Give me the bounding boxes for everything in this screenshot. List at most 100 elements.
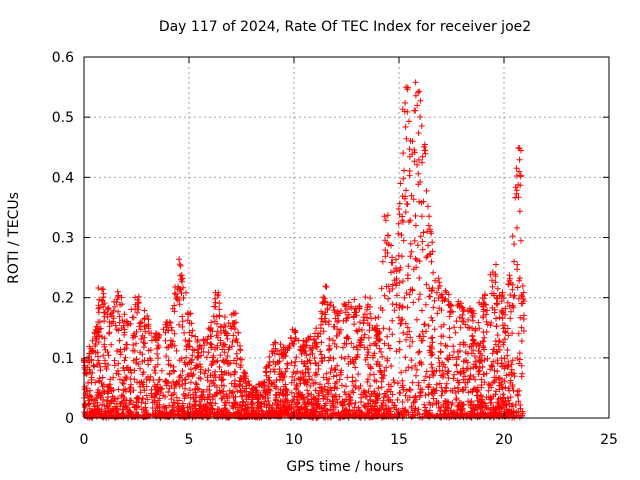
data-point (312, 369, 319, 376)
data-point (503, 402, 510, 409)
data-point (122, 386, 129, 393)
data-point (125, 367, 132, 373)
data-point (96, 375, 103, 382)
data-point (466, 305, 473, 312)
data-point (200, 391, 207, 398)
data-point (494, 285, 501, 292)
data-point (318, 339, 325, 346)
data-point (425, 384, 432, 391)
data-point (264, 390, 271, 397)
data-point (188, 320, 195, 327)
data-point (324, 305, 331, 312)
data-point (406, 146, 413, 153)
data-point (412, 393, 419, 400)
data-point (116, 313, 123, 320)
data-point (448, 401, 455, 408)
data-point (327, 406, 334, 413)
data-point (494, 332, 501, 338)
data-point (180, 295, 187, 301)
data-point (504, 352, 511, 359)
data-point (165, 389, 172, 395)
data-point (143, 407, 150, 414)
data-point (385, 295, 392, 302)
data-point (382, 247, 389, 254)
data-point (424, 203, 431, 210)
data-point (320, 294, 327, 301)
data-point (436, 279, 443, 286)
data-point (425, 391, 432, 398)
data-point (236, 410, 243, 417)
data-point (186, 401, 193, 407)
data-point (399, 316, 406, 323)
data-point (292, 335, 299, 342)
data-point (376, 345, 383, 352)
data-point (277, 398, 284, 405)
data-point (435, 275, 442, 282)
data-point (396, 267, 403, 273)
data-point (518, 147, 524, 154)
data-point (509, 330, 516, 337)
data-point (367, 342, 373, 349)
data-point (408, 414, 415, 420)
data-point (265, 398, 272, 405)
data-point (176, 374, 183, 380)
data-point (381, 340, 388, 347)
data-point (510, 408, 517, 415)
data-point (99, 401, 106, 408)
data-point (385, 342, 392, 349)
data-point (433, 381, 440, 388)
data-point (111, 303, 118, 310)
data-point (240, 399, 247, 406)
data-point (206, 391, 213, 398)
data-point (330, 304, 337, 310)
data-point (145, 325, 152, 332)
data-point (352, 364, 359, 371)
data-point (423, 254, 430, 261)
data-point (480, 306, 487, 313)
data-point (290, 369, 297, 376)
data-point (509, 233, 516, 240)
data-point (416, 258, 423, 265)
data-point (193, 407, 200, 414)
data-point (321, 354, 328, 361)
data-point (192, 365, 198, 372)
data-point (362, 356, 369, 363)
data-point (141, 315, 148, 322)
data-point (378, 349, 384, 355)
data-point (490, 346, 497, 353)
data-point (421, 407, 428, 414)
data-point (429, 317, 436, 324)
data-point (394, 292, 400, 299)
data-point (402, 209, 409, 216)
data-point (481, 346, 488, 353)
data-point (306, 373, 313, 380)
data-point (207, 340, 214, 347)
data-point (519, 293, 526, 300)
data-point (186, 359, 193, 366)
data-point (278, 406, 285, 413)
data-point (270, 412, 277, 419)
data-point (106, 381, 113, 388)
data-point (444, 405, 451, 412)
data-point (299, 409, 306, 416)
data-point (391, 307, 398, 314)
data-point (358, 399, 364, 405)
data-point (493, 411, 500, 418)
data-point (422, 147, 429, 154)
data-point (272, 396, 279, 403)
data-point (360, 391, 367, 398)
data-point (306, 357, 313, 364)
data-point (475, 371, 482, 378)
data-point (442, 287, 449, 294)
data-point (134, 412, 141, 418)
data-point (516, 350, 523, 357)
data-point (171, 302, 178, 309)
data-point (325, 321, 332, 328)
data-point (410, 299, 417, 306)
data-point (148, 337, 155, 344)
data-point (318, 321, 324, 328)
data-point (509, 286, 516, 293)
data-point (224, 360, 231, 367)
data-point (95, 285, 102, 291)
data-point (489, 269, 496, 276)
